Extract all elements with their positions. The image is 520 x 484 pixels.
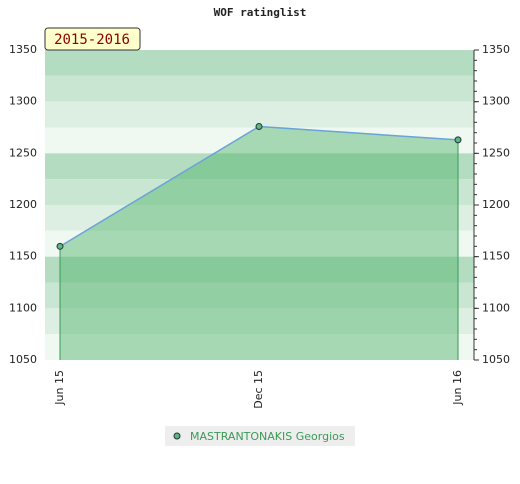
legend-marker [173,432,181,440]
legend [165,426,355,446]
x-tick-label: Jun 15 [53,370,66,406]
y2-tick-label: 1300 [482,95,510,108]
y-tick-label: 1300 [9,95,37,108]
x-tick-label: Jun 16 [451,370,464,406]
x-tick-label: Dec 15 [252,370,265,409]
area [60,126,458,360]
annotation: 2015-2016 [54,32,130,48]
point [255,122,263,130]
y2-tick-label: 1050 [482,353,510,366]
y-tick-label: 1200 [9,198,37,211]
annotation-box [44,27,141,51]
point [454,136,462,144]
y-tick-label: 1100 [9,301,37,314]
y2-tick-label: 1200 [482,198,510,211]
chart-title: WOF ratinglist [214,6,307,19]
y-tick-label: 1350 [9,43,37,56]
y-tick-label: 1250 [9,146,37,159]
y-tick-label: 1150 [9,250,37,263]
y2-tick-label: 1100 [482,301,510,314]
y2-tick-label: 1150 [482,250,510,263]
point [56,242,64,250]
band [45,75,474,102]
band [45,50,474,76]
y2-tick-label: 1250 [482,146,510,159]
plot [56,122,462,360]
y2-tick-label: 1350 [482,43,510,56]
y-tick-label: 1050 [9,353,37,366]
legend-label: MASTRANTONAKIS Georgios [190,430,345,443]
